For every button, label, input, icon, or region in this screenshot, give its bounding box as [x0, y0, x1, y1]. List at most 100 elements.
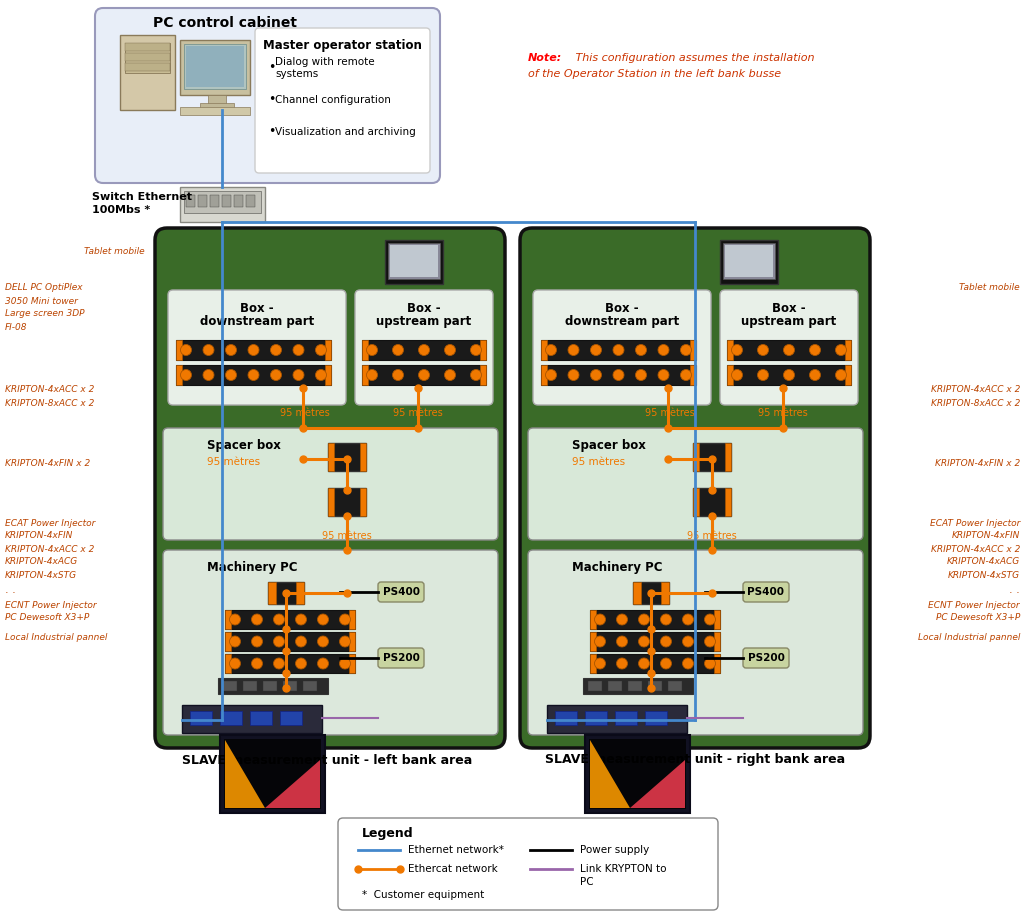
Circle shape	[203, 345, 214, 356]
Text: •: •	[268, 94, 275, 107]
Bar	[349, 632, 355, 651]
FancyBboxPatch shape	[95, 8, 440, 183]
Bar	[727, 340, 733, 360]
Text: Dialog with remote
systems: Dialog with remote systems	[275, 57, 375, 79]
Text: KRIPTON-8xACC x 2: KRIPTON-8xACC x 2	[5, 399, 94, 407]
Bar	[246, 195, 255, 207]
Bar	[633, 582, 641, 604]
Bar	[225, 632, 355, 651]
Circle shape	[810, 369, 820, 380]
Text: 100Mbs *: 100Mbs *	[92, 205, 151, 215]
Bar	[176, 340, 182, 360]
Bar	[210, 195, 219, 207]
Bar	[184, 191, 261, 213]
Bar	[225, 654, 355, 673]
Bar	[190, 711, 212, 725]
Bar	[727, 340, 851, 360]
Text: . .: . .	[5, 585, 15, 595]
Text: Channel configuration: Channel configuration	[275, 95, 391, 105]
Circle shape	[660, 636, 672, 647]
Bar	[693, 443, 699, 471]
Text: *  Customer equipment: * Customer equipment	[362, 890, 484, 900]
Text: 95 mètres: 95 mètres	[207, 457, 260, 467]
Circle shape	[296, 636, 306, 647]
Circle shape	[705, 636, 716, 647]
Text: KRIPTON-4xACC x 2: KRIPTON-4xACC x 2	[931, 385, 1020, 394]
Circle shape	[546, 369, 556, 380]
Text: Large screen 3DP: Large screen 3DP	[5, 310, 85, 319]
Circle shape	[273, 658, 285, 669]
Polygon shape	[265, 760, 319, 808]
Bar	[727, 365, 733, 385]
FancyBboxPatch shape	[743, 648, 790, 668]
FancyBboxPatch shape	[255, 28, 430, 173]
Circle shape	[639, 658, 649, 669]
Circle shape	[252, 636, 262, 647]
Circle shape	[568, 369, 579, 380]
Text: PS200: PS200	[383, 653, 420, 663]
Circle shape	[613, 369, 624, 380]
FancyBboxPatch shape	[355, 290, 493, 405]
Text: Legend: Legend	[362, 826, 414, 839]
Bar	[362, 365, 368, 385]
Text: ECNT Power Injector: ECNT Power Injector	[929, 600, 1020, 609]
Circle shape	[660, 614, 672, 625]
Bar	[225, 610, 231, 629]
Circle shape	[317, 636, 329, 647]
Bar	[723, 243, 775, 279]
Bar	[390, 245, 438, 277]
FancyBboxPatch shape	[378, 648, 424, 668]
Circle shape	[273, 636, 285, 647]
Circle shape	[340, 614, 350, 625]
Bar	[362, 340, 368, 360]
Text: PC control cabinet: PC control cabinet	[153, 16, 297, 30]
Circle shape	[591, 369, 601, 380]
Bar	[182, 705, 322, 733]
Bar	[588, 681, 602, 691]
Bar	[243, 681, 257, 691]
Text: KRIPTON-4xFIN x 2: KRIPTON-4xFIN x 2	[5, 459, 90, 468]
Bar	[325, 340, 331, 360]
Text: FI-08: FI-08	[5, 323, 28, 332]
Bar	[541, 340, 696, 360]
Bar	[583, 678, 693, 694]
Circle shape	[392, 345, 403, 356]
Circle shape	[705, 658, 716, 669]
Text: KRIPTON-8xACC x 2: KRIPTON-8xACC x 2	[931, 399, 1020, 407]
Text: Note:: Note:	[528, 53, 562, 63]
Text: downstream part: downstream part	[200, 315, 314, 328]
Text: 95 mètres: 95 mètres	[572, 457, 625, 467]
Circle shape	[591, 345, 601, 356]
Bar	[325, 365, 331, 385]
Bar	[590, 632, 596, 651]
FancyBboxPatch shape	[534, 290, 711, 405]
Text: DELL PC OptiPlex: DELL PC OptiPlex	[5, 283, 83, 292]
Circle shape	[636, 345, 646, 356]
Circle shape	[595, 614, 605, 625]
Bar	[628, 681, 642, 691]
Circle shape	[616, 614, 628, 625]
Text: upstream part: upstream part	[377, 315, 472, 328]
Bar	[590, 610, 720, 629]
Circle shape	[293, 345, 304, 356]
Circle shape	[470, 369, 481, 380]
Text: Spacer box: Spacer box	[572, 438, 646, 451]
Circle shape	[180, 369, 191, 380]
Text: Machinery PC: Machinery PC	[207, 562, 298, 574]
Circle shape	[783, 369, 795, 380]
Bar	[633, 582, 669, 604]
Bar	[648, 681, 662, 691]
Bar	[186, 46, 244, 87]
Bar	[693, 488, 731, 516]
Text: PS400: PS400	[748, 587, 784, 597]
Text: Ethernet network*: Ethernet network*	[408, 845, 504, 855]
Text: PC Dewesoft X3+P: PC Dewesoft X3+P	[5, 614, 89, 622]
Circle shape	[568, 345, 579, 356]
Text: 95 mètres: 95 mètres	[645, 408, 695, 418]
Circle shape	[203, 369, 214, 380]
Circle shape	[639, 636, 649, 647]
Bar	[283, 681, 297, 691]
Bar	[388, 243, 440, 279]
Text: upstream part: upstream part	[741, 315, 837, 328]
Circle shape	[392, 369, 403, 380]
